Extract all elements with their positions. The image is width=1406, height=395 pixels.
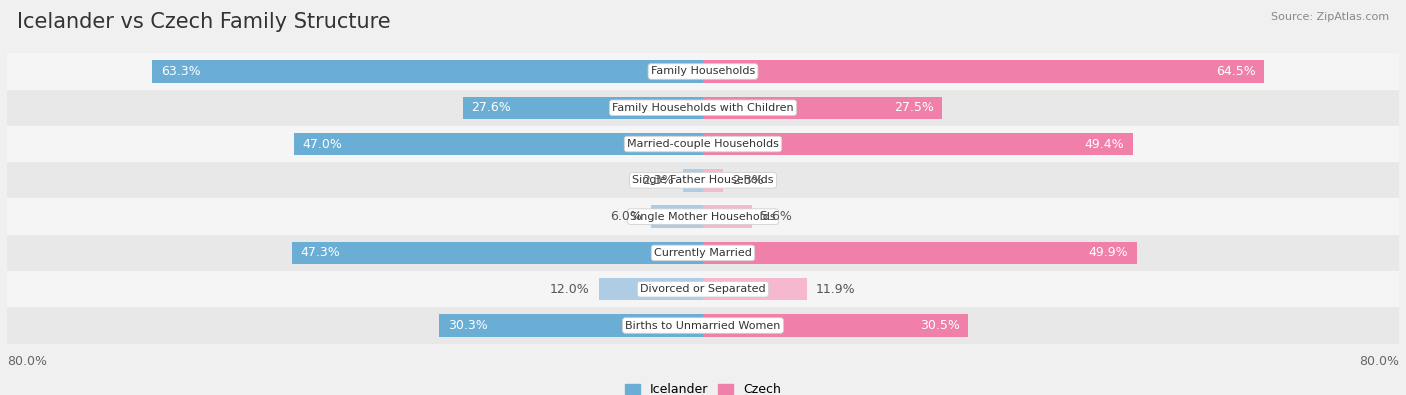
Text: Family Households with Children: Family Households with Children <box>612 103 794 113</box>
Text: Divorced or Separated: Divorced or Separated <box>640 284 766 294</box>
Text: 11.9%: 11.9% <box>815 283 855 296</box>
Text: 47.0%: 47.0% <box>302 137 343 150</box>
Bar <box>463 96 703 119</box>
Bar <box>291 242 703 264</box>
Bar <box>703 278 807 301</box>
Bar <box>152 60 703 83</box>
Bar <box>7 307 1399 344</box>
Bar <box>683 169 703 192</box>
Bar <box>703 133 1133 155</box>
Bar <box>703 205 752 228</box>
Bar <box>703 96 942 119</box>
Text: 27.6%: 27.6% <box>471 101 512 114</box>
Bar <box>7 198 1399 235</box>
Bar <box>651 205 703 228</box>
Bar <box>7 126 1399 162</box>
Text: Icelander vs Czech Family Structure: Icelander vs Czech Family Structure <box>17 12 391 32</box>
Text: Single Father Households: Single Father Households <box>633 175 773 185</box>
Text: 12.0%: 12.0% <box>550 283 591 296</box>
Bar <box>703 242 1137 264</box>
Text: Currently Married: Currently Married <box>654 248 752 258</box>
Text: 49.9%: 49.9% <box>1088 246 1129 260</box>
Bar <box>7 53 1399 90</box>
Text: 64.5%: 64.5% <box>1216 65 1256 78</box>
Text: 30.3%: 30.3% <box>449 319 488 332</box>
Bar <box>294 133 703 155</box>
Bar <box>440 314 703 337</box>
Bar <box>703 60 1264 83</box>
Bar <box>7 235 1399 271</box>
Text: 2.3%: 2.3% <box>731 174 763 187</box>
Text: 47.3%: 47.3% <box>301 246 340 260</box>
Text: Single Mother Households: Single Mother Households <box>630 212 776 222</box>
Text: Family Households: Family Households <box>651 66 755 77</box>
Text: 49.4%: 49.4% <box>1084 137 1123 150</box>
Text: 27.5%: 27.5% <box>894 101 934 114</box>
Text: 63.3%: 63.3% <box>162 65 201 78</box>
Bar <box>7 90 1399 126</box>
Bar <box>599 278 703 301</box>
Bar <box>703 314 969 337</box>
Legend: Icelander, Czech: Icelander, Czech <box>620 378 786 395</box>
Bar <box>7 271 1399 307</box>
Text: Married-couple Households: Married-couple Households <box>627 139 779 149</box>
Text: 80.0%: 80.0% <box>1360 355 1399 368</box>
Bar <box>7 162 1399 198</box>
Text: 5.6%: 5.6% <box>761 210 793 223</box>
Bar <box>703 169 723 192</box>
Text: 30.5%: 30.5% <box>920 319 960 332</box>
Text: 80.0%: 80.0% <box>7 355 46 368</box>
Text: 2.3%: 2.3% <box>643 174 675 187</box>
Text: 6.0%: 6.0% <box>610 210 643 223</box>
Text: Births to Unmarried Women: Births to Unmarried Women <box>626 320 780 331</box>
Text: Source: ZipAtlas.com: Source: ZipAtlas.com <box>1271 12 1389 22</box>
